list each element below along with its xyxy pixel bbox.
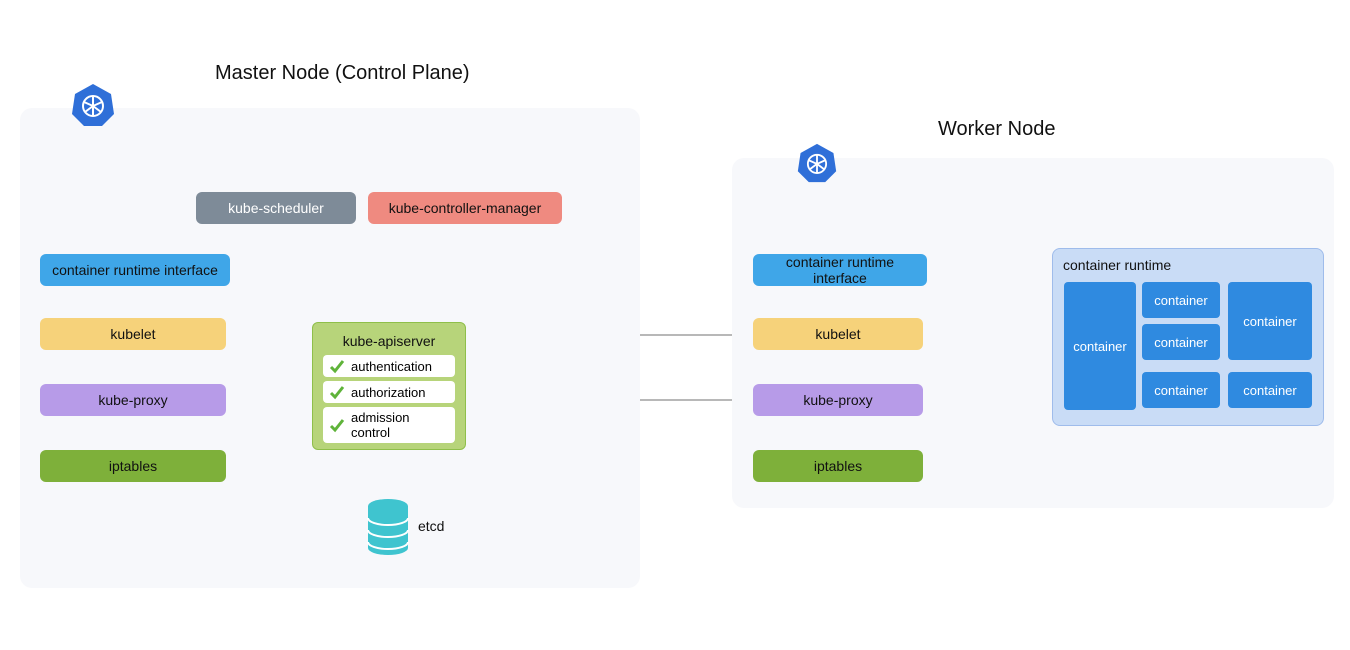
worker-title: Worker Node: [938, 118, 1055, 141]
kube-apiserver-box: kube-apiserver authentication authorizat…: [312, 322, 466, 450]
apiserver-admission-label: admission control: [351, 410, 449, 440]
check-icon: [329, 384, 345, 400]
container-box: container: [1228, 282, 1312, 360]
master-cri-box: container runtime interface: [40, 254, 230, 286]
kubernetes-logo-icon: [796, 142, 838, 184]
check-icon: [329, 417, 345, 433]
worker-kubelet-box: kubelet: [753, 318, 923, 350]
kube-apiserver-label: kube-apiserver: [323, 333, 455, 349]
apiserver-authentication-label: authentication: [351, 359, 432, 374]
kube-controller-manager-box: kube-controller-manager: [368, 192, 562, 224]
diagram-canvas: { "type": "architecture-diagram", "backg…: [0, 0, 1350, 650]
container-box: container: [1228, 372, 1312, 408]
container-runtime-title: container runtime: [1063, 257, 1313, 273]
container-box: container: [1142, 324, 1220, 360]
worker-cri-box: container runtime interface: [753, 254, 927, 286]
apiserver-admission-row: admission control: [323, 407, 455, 443]
kubernetes-logo-icon: [70, 82, 116, 128]
container-box: container: [1142, 282, 1220, 318]
container-box: container: [1142, 372, 1220, 408]
master-iptables-box: iptables: [40, 450, 226, 482]
apiserver-authorization-label: authorization: [351, 385, 425, 400]
kube-scheduler-box: kube-scheduler: [196, 192, 356, 224]
worker-kube-proxy-box: kube-proxy: [753, 384, 923, 416]
check-icon: [329, 358, 345, 374]
apiserver-authentication-row: authentication: [323, 355, 455, 377]
etcd-database-icon: [366, 498, 410, 556]
master-title: Master Node (Control Plane): [215, 62, 470, 85]
etcd-label: etcd: [418, 518, 444, 534]
apiserver-authorization-row: authorization: [323, 381, 455, 403]
master-kube-proxy-box: kube-proxy: [40, 384, 226, 416]
container-box: container: [1064, 282, 1136, 410]
master-kubelet-box: kubelet: [40, 318, 226, 350]
worker-iptables-box: iptables: [753, 450, 923, 482]
